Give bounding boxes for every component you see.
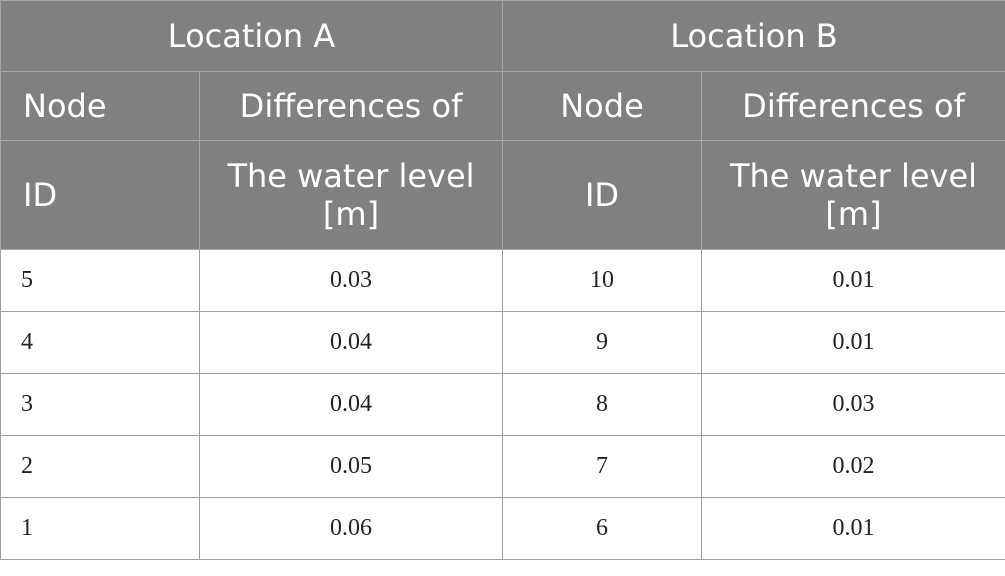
location-b-diff-cell: 0.03	[701, 373, 1005, 436]
location-a-diff-cell: 0.04	[199, 373, 503, 436]
location-b-diff-cell: 0.01	[701, 497, 1005, 560]
location-b-node-cell: 9	[502, 311, 702, 374]
diff-header-a-top: Differences of	[199, 71, 503, 141]
location-a-diff-cell: 0.03	[199, 249, 503, 312]
column-header-row-1: Node Differences of Node Differences of	[0, 71, 1005, 141]
table-row: 2 0.05 7 0.02	[0, 435, 1005, 498]
location-a-diff-cell: 0.06	[199, 497, 503, 560]
table-row: 5 0.03 10 0.01	[0, 249, 1005, 312]
water-level-table: Location A Location B Node Differences o…	[0, 0, 1005, 560]
location-b-header: Location B	[502, 0, 1005, 72]
location-b-node-cell: 10	[502, 249, 702, 312]
location-a-header: Location A	[0, 0, 503, 72]
location-a-diff-cell: 0.04	[199, 311, 503, 374]
location-b-diff-cell: 0.01	[701, 311, 1005, 374]
location-a-diff-cell: 0.05	[199, 435, 503, 498]
table-row: 1 0.06 6 0.01	[0, 497, 1005, 560]
table-row: 3 0.04 8 0.03	[0, 373, 1005, 436]
diff-header-b-bottom: The water level [m]	[701, 140, 1005, 250]
location-b-diff-cell: 0.02	[701, 435, 1005, 498]
location-b-diff-cell: 0.01	[701, 249, 1005, 312]
location-b-node-cell: 8	[502, 373, 702, 436]
node-header-b-bottom: ID	[502, 140, 702, 250]
table-row: 4 0.04 9 0.01	[0, 311, 1005, 374]
diff-header-b-line2: [m]	[825, 195, 882, 233]
location-a-node-cell: 2	[0, 435, 200, 498]
diff-header-b-line1: The water level	[729, 156, 978, 195]
diff-header-a-bottom: The water level [m]	[199, 140, 503, 250]
location-b-node-cell: 6	[502, 497, 702, 560]
location-a-node-cell: 1	[0, 497, 200, 560]
location-a-node-cell: 3	[0, 373, 200, 436]
location-b-node-cell: 7	[502, 435, 702, 498]
node-header-a-top: Node	[0, 71, 200, 141]
location-a-node-cell: 4	[0, 311, 200, 374]
node-header-b-top: Node	[502, 71, 702, 141]
column-header-row-2: ID The water level [m] ID The water leve…	[0, 140, 1005, 250]
location-header-row: Location A Location B	[0, 0, 1005, 72]
diff-header-a-line1: The water level	[227, 156, 475, 195]
location-a-node-cell: 5	[0, 249, 200, 312]
diff-header-a-line2: [m]	[322, 195, 380, 233]
node-header-a-bottom: ID	[0, 140, 200, 250]
diff-header-b-top: Differences of	[701, 71, 1005, 141]
